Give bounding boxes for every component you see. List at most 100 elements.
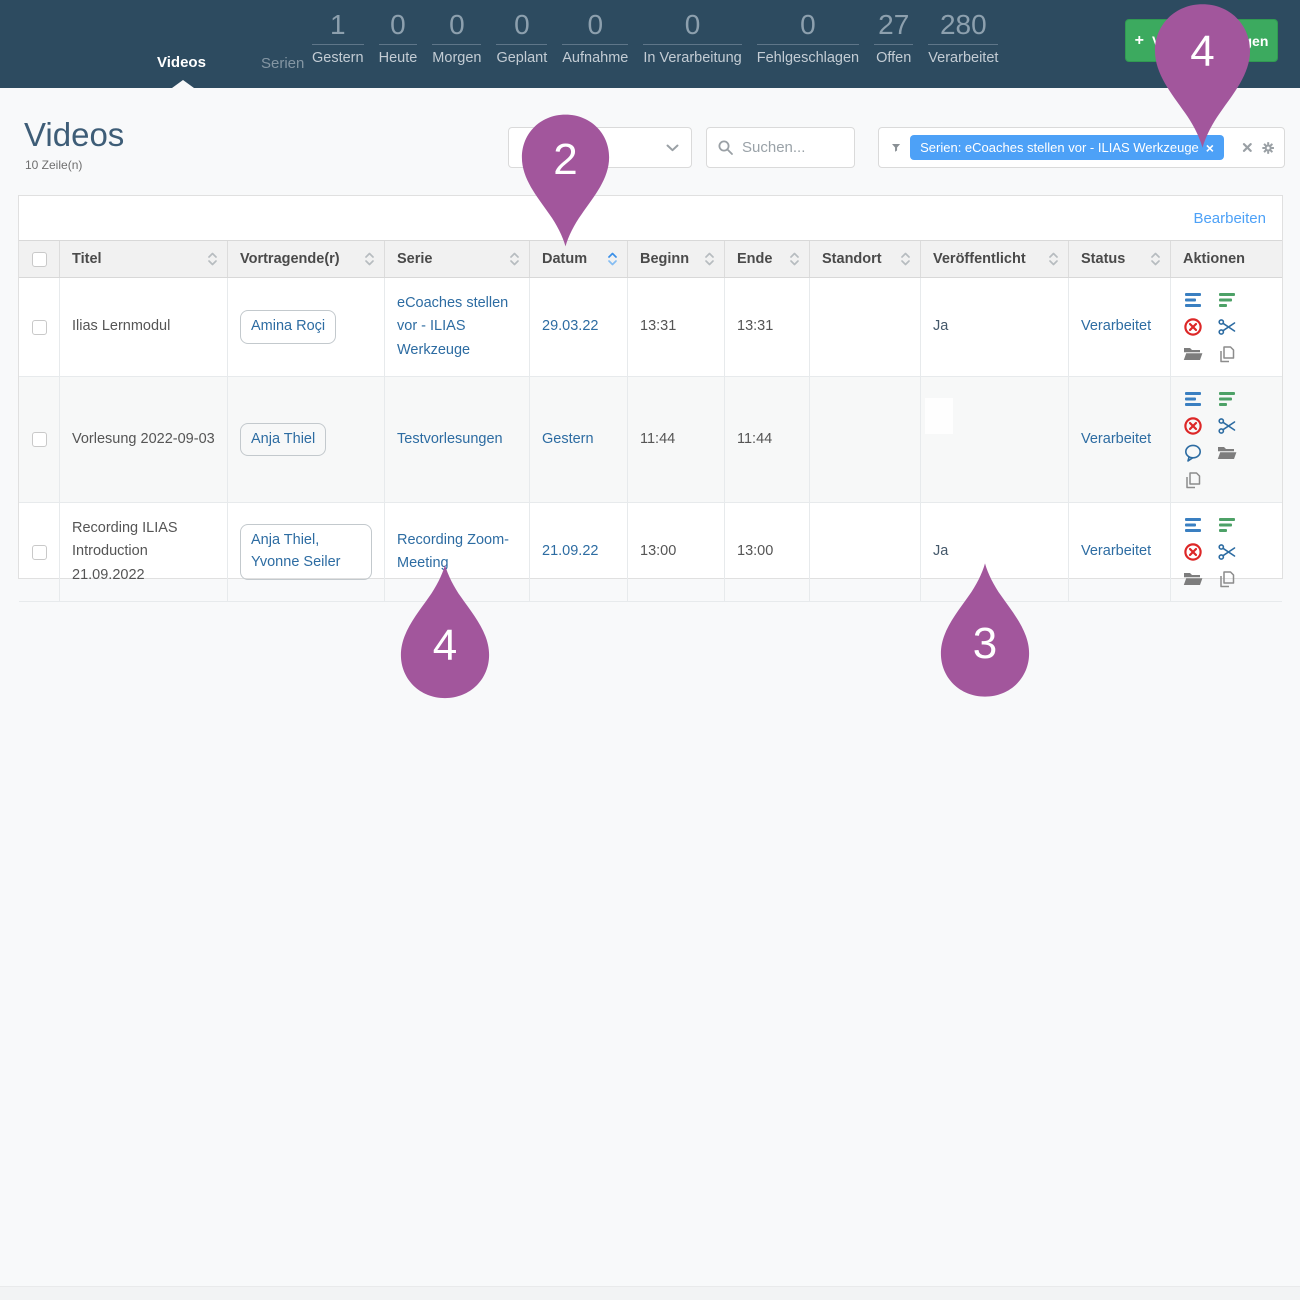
cell-standort — [810, 278, 921, 376]
event-details-icon[interactable] — [1183, 290, 1203, 310]
open-folder-icon[interactable] — [1217, 443, 1237, 463]
status-link[interactable]: Verarbeitet — [1081, 430, 1152, 447]
sort-icon[interactable] — [704, 250, 715, 268]
counter-verarbeitet[interactable]: 280 Verarbeitet — [928, 9, 999, 66]
counter-value: 0 — [643, 9, 742, 46]
row-checkbox[interactable] — [31, 544, 47, 560]
sort-icon[interactable] — [207, 250, 218, 268]
sort-icon[interactable] — [364, 250, 375, 268]
annotation-marker-4-bottom: 4 — [400, 564, 490, 699]
counter-heute[interactable]: 0 Heute — [378, 9, 418, 66]
annotation-comment-icon[interactable] — [1183, 443, 1203, 463]
search-input[interactable] — [742, 139, 842, 156]
counter-morgen[interactable]: 0 Morgen — [432, 9, 482, 66]
series-link[interactable]: eCoaches stellen vor - ILIAS Werkzeuge — [397, 295, 509, 358]
counter-label: Aufnahme — [562, 50, 629, 67]
row-select-cell — [19, 503, 60, 601]
cell-datum: 29.03.22 — [530, 278, 628, 376]
column-header-beginn[interactable]: Beginn — [628, 241, 725, 277]
sort-icon[interactable] — [900, 250, 911, 268]
event-details-icon[interactable] — [1183, 389, 1203, 409]
duplicate-icon[interactable] — [1217, 344, 1237, 364]
annotation-marker-3-bottom: 3 — [940, 562, 1030, 698]
delete-icon[interactable] — [1183, 542, 1203, 562]
tab-serien[interactable]: Serien — [261, 55, 305, 72]
marker-number: 2 — [553, 135, 578, 185]
event-details-icon[interactable] — [1183, 515, 1203, 535]
delete-icon[interactable] — [1183, 416, 1203, 436]
active-tab-indicator — [172, 80, 194, 88]
sort-icon[interactable] — [1048, 250, 1059, 268]
status-link[interactable]: Verarbeitet — [1081, 318, 1152, 335]
sort-icon[interactable] — [1150, 250, 1161, 268]
presenter-chip[interactable]: Amina Roçi — [240, 310, 337, 344]
cell-titel: Ilias Lernmodul — [60, 278, 228, 376]
status-link[interactable]: Verarbeitet — [1081, 543, 1152, 560]
marker-number: 3 — [972, 619, 998, 669]
cell-serie: Recording Zoom-Meeting — [385, 503, 530, 601]
presenter-chip[interactable]: Anja Thiel, Yvonne Seiler — [240, 524, 372, 580]
cell-status: Verarbeitet — [1069, 278, 1171, 376]
presenter-chip[interactable]: Anja Thiel — [240, 422, 327, 457]
series-link[interactable]: Recording Zoom-Meeting — [397, 531, 510, 571]
edit-link[interactable]: Bearbeiten — [1193, 209, 1266, 227]
row-checkbox[interactable] — [31, 432, 47, 447]
counter-fehlgeschlagen[interactable]: 0 Fehlgeschlagen — [756, 9, 860, 66]
publication-details-icon[interactable] — [1217, 389, 1237, 409]
column-label: Serie — [397, 251, 433, 267]
sort-icon[interactable] — [509, 250, 520, 268]
sort-icon[interactable] — [789, 250, 800, 268]
column-header-veroeffentlicht[interactable]: Veröffentlicht — [921, 241, 1069, 277]
chevron-down-icon — [666, 144, 679, 151]
cut-scissors-icon[interactable] — [1217, 542, 1237, 562]
cut-scissors-icon[interactable] — [1217, 317, 1237, 337]
counter-value: 27 — [874, 9, 914, 46]
cell-datum: 21.09.22 — [530, 503, 628, 601]
cell-serie: eCoaches stellen vor - ILIAS Werkzeuge — [385, 278, 530, 376]
action-icons — [1183, 389, 1237, 490]
row-checkbox[interactable] — [31, 319, 47, 335]
publication-details-icon[interactable] — [1217, 515, 1237, 535]
column-header-status[interactable]: Status — [1069, 241, 1171, 277]
status-counters: 1 Gestern 0 Heute 0 Morgen 0 Geplant 0 A… — [312, 9, 999, 67]
cell-ende: 11:44 — [725, 377, 810, 502]
column-header-datum-sorted[interactable]: Datum — [530, 241, 628, 277]
counter-value: 0 — [562, 9, 629, 46]
select-all-checkbox[interactable] — [31, 251, 47, 267]
column-header-titel[interactable]: Titel — [60, 241, 228, 277]
open-folder-icon[interactable] — [1183, 569, 1203, 589]
duplicate-icon[interactable] — [1217, 569, 1237, 589]
column-header-vortragende[interactable]: Vortragende(r) — [228, 241, 385, 277]
open-folder-icon[interactable] — [1183, 344, 1203, 364]
filter-funnel-icon[interactable] — [891, 138, 901, 157]
counter-geplant[interactable]: 0 Geplant — [496, 9, 548, 66]
date-value: 21.09.22 — [542, 543, 599, 560]
publication-details-icon[interactable] — [1217, 290, 1237, 310]
filter-chip-remove-icon[interactable]: × — [1205, 139, 1214, 156]
filter-settings-gear-icon[interactable] — [1261, 137, 1274, 159]
active-filter-chip[interactable]: Serien: eCoaches stellen vor - ILIAS Wer… — [910, 135, 1224, 160]
column-header-ende[interactable]: Ende — [725, 241, 810, 277]
tab-videos[interactable]: Videos — [157, 54, 206, 71]
counter-gestern[interactable]: 1 Gestern — [312, 9, 364, 66]
counter-label: In Verarbeitung — [643, 50, 742, 67]
counter-offen[interactable]: 27 Offen — [874, 9, 914, 66]
counter-aufnahme[interactable]: 0 Aufnahme — [562, 9, 629, 67]
column-header-serie[interactable]: Serie — [385, 241, 530, 277]
cell-vortragende: Amina Roçi — [228, 278, 385, 376]
delete-icon[interactable] — [1183, 317, 1203, 337]
cell-aktionen — [1171, 503, 1283, 601]
table-row: Recording ILIAS Introduction 21.09.2022 … — [19, 503, 1282, 602]
cut-scissors-icon[interactable] — [1217, 416, 1237, 436]
series-link[interactable]: Testvorlesungen — [397, 430, 503, 447]
duplicate-icon[interactable] — [1183, 470, 1203, 490]
cell-veroeffentlicht: Ja — [921, 503, 1069, 601]
sort-icon-active[interactable] — [607, 250, 618, 268]
column-header-standort[interactable]: Standort — [810, 241, 921, 277]
clear-filters-icon[interactable] — [1242, 138, 1253, 157]
cell-vortragende: Anja Thiel, Yvonne Seiler — [228, 503, 385, 601]
cell-ende: 13:00 — [725, 503, 810, 601]
counter-in-verarbeitung[interactable]: 0 In Verarbeitung — [643, 9, 742, 67]
annotation-marker-2: 2 — [521, 112, 610, 249]
cell-veroeffentlicht — [921, 377, 1069, 502]
